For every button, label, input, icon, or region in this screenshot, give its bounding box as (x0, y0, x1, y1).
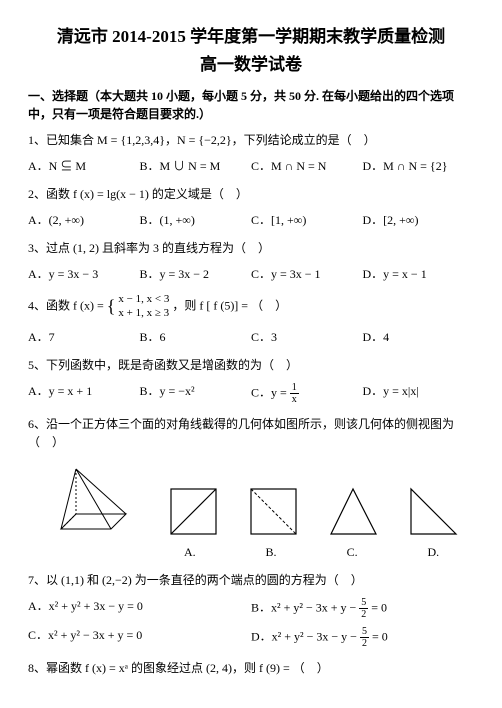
q7-d-pre: D．x² + y² − 3x − y − (251, 629, 360, 643)
q5-c-den: x (290, 394, 299, 405)
q5-opt-a: A．y = x + 1 (28, 382, 140, 405)
q4-opt-b: B．6 (140, 328, 252, 346)
q6-figures (28, 459, 474, 539)
q6-opt-c-fig (326, 484, 381, 539)
q1-opt-a: A．N ⊆ M (28, 157, 140, 175)
q4-stem-post: ，则 f [ f (5)] = （ ） (172, 298, 287, 312)
q5-opt-c-pre: C．y = (251, 385, 290, 399)
q4-stem-pre: 4、函数 f (x) = (28, 298, 107, 312)
q4-piecewise: x − 1, x < 3 x + 1, x ≥ 3 (118, 293, 169, 319)
q2-stem: 2、函数 f (x) = lg(x − 1) 的定义域是（ ） (28, 185, 474, 203)
q7-b-frac: 5 2 (359, 597, 368, 620)
q6-label-b: B. (241, 543, 301, 561)
q4-piece1: x − 1, x < 3 (118, 293, 169, 306)
q4-opt-d: D．4 (363, 328, 475, 346)
q4-left-brace: { (107, 296, 116, 316)
q3-options: A．y = 3x − 3 B．y = 3x − 2 C．y = 3x − 1 D… (28, 265, 474, 283)
q2-opt-d: D．[2, +∞) (363, 211, 475, 229)
q1-options: A．N ⊆ M B．M ∪ N = M C．M ∩ N = N D．M ∩ N … (28, 157, 474, 175)
q4-options: A．7 B．6 C．3 D．4 (28, 328, 474, 346)
title-line-2: 高一数学试卷 (28, 52, 474, 78)
q7-b-den: 2 (359, 609, 368, 620)
q4-opt-a: A．7 (28, 328, 140, 346)
q5-c-num: 1 (290, 382, 299, 394)
q7-options-row2: C．x² + y² − 3x + y = 0 D．x² + y² − 3x − … (28, 626, 474, 649)
q6-opt-d-fig (406, 484, 461, 539)
q8-stem: 8、幂函数 f (x) = xᵃ 的图象经过点 (2, 4)，则 f (9) =… (28, 659, 474, 677)
q6-opt-a-fig (166, 484, 221, 539)
q7-b-pre: B．x² + y² − 3x + y − (251, 600, 359, 614)
q2-opt-a: A．(2, +∞) (28, 211, 140, 229)
q1-opt-d: D．M ∩ N = {2} (363, 157, 475, 175)
q3-opt-a: A．y = 3x − 3 (28, 265, 140, 283)
q5-options: A．y = x + 1 B．y = −x² C．y = 1 x D．y = x|… (28, 382, 474, 405)
q7-d-num: 5 (360, 626, 369, 638)
q6-label-d: D. (403, 543, 463, 561)
q2-options: A．(2, +∞) B．(1, +∞) C．[1, +∞) D．[2, +∞) (28, 211, 474, 229)
q7-options-row1: A．x² + y² + 3x − y = 0 B．x² + y² − 3x + … (28, 597, 474, 620)
q7-d-den: 2 (360, 638, 369, 649)
q3-stem: 3、过点 (1, 2) 且斜率为 3 的直线方程为（ ） (28, 239, 474, 257)
q7-stem: 7、以 (1,1) 和 (2,−2) 为一条直径的两个端点的圆的方程为（ ） (28, 571, 474, 589)
q7-d-frac: 5 2 (360, 626, 369, 649)
q1-opt-c: C．M ∩ N = N (251, 157, 363, 175)
title-line-1: 清远市 2014-2015 学年度第一学期期末教学质量检测 (28, 24, 474, 50)
q4-piece2: x + 1, x ≥ 3 (118, 307, 169, 320)
q7-opt-d: D．x² + y² − 3x − y − 5 2 = 0 (251, 626, 474, 649)
section-1-heading: 一、选择题（本大题共 10 小题，每小题 5 分，共 50 分. 在每小题给出的… (28, 87, 474, 123)
q1-opt-b: B．M ∪ N = M (140, 157, 252, 175)
q7-opt-c: C．x² + y² − 3x + y = 0 (28, 626, 251, 649)
q6-opt-b-fig (246, 484, 301, 539)
q6-label-a: A. (160, 543, 220, 561)
q3-opt-d: D．y = x − 1 (363, 265, 475, 283)
q3-opt-b: B．y = 3x − 2 (140, 265, 252, 283)
q2-opt-c: C．[1, +∞) (251, 211, 363, 229)
q2-opt-b: B．(1, +∞) (140, 211, 252, 229)
q3-opt-c: C．y = 3x − 1 (251, 265, 363, 283)
q6-label-c: C. (322, 543, 382, 561)
q4-opt-c: C．3 (251, 328, 363, 346)
q7-b-post: = 0 (371, 600, 387, 614)
q5-stem: 5、下列函数中，既是奇函数又是增函数的为（ ） (28, 356, 474, 374)
q7-b-num: 5 (359, 597, 368, 609)
q5-opt-d: D．y = x|x| (363, 382, 475, 405)
q6-figure-labels: A. B. C. D. (28, 543, 474, 561)
q6-stem: 6、沿一个正方体三个面的对角线截得的几何体如图所示，则该几何体的侧视图为（ ） (28, 415, 474, 451)
q7-d-post: = 0 (372, 629, 388, 643)
q6-fig-spacer (39, 543, 139, 561)
q6-main-solid (41, 459, 141, 539)
q4-stem: 4、函数 f (x) = { x − 1, x < 3 x + 1, x ≥ 3… (28, 293, 474, 320)
q7-opt-a: A．x² + y² + 3x − y = 0 (28, 597, 251, 620)
q5-opt-c: C．y = 1 x (251, 382, 363, 405)
q5-opt-c-frac: 1 x (290, 382, 299, 405)
q1-stem: 1、已知集合 M = {1,2,3,4}，N = {−2,2}，下列结论成立的是… (28, 131, 474, 149)
q7-opt-b: B．x² + y² − 3x + y − 5 2 = 0 (251, 597, 474, 620)
q5-opt-b: B．y = −x² (140, 382, 252, 405)
